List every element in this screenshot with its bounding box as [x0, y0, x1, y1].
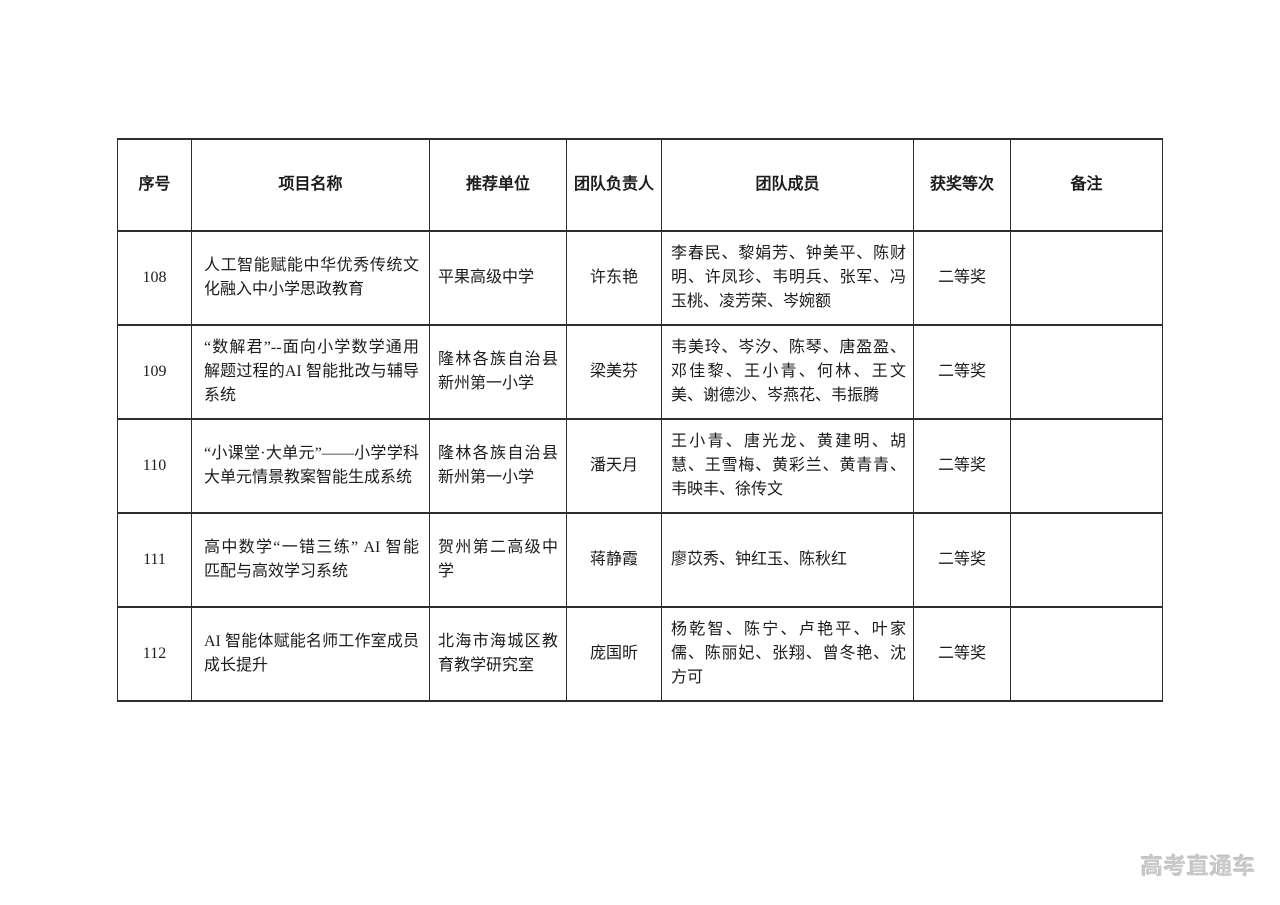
cell-remark: [1010, 418, 1163, 514]
cell-leader: 庞国昕: [566, 606, 662, 702]
cell-members: 杨乾智、陈宁、卢艳平、叶家儒、陈丽妃、张翔、曾冬艳、沈方可: [661, 606, 914, 702]
cell-index: 111: [117, 512, 192, 608]
table-header-row: 序号 项目名称 推荐单位 团队负责人 团队成员 获奖等次 备注: [117, 138, 1163, 232]
cell-remark: [1010, 512, 1163, 608]
cell-remark: [1010, 230, 1163, 326]
header-team-leader: 团队负责人: [566, 138, 662, 232]
header-award-level: 获奖等次: [913, 138, 1011, 232]
cell-index: 108: [117, 230, 192, 326]
cell-award: 二等奖: [913, 418, 1011, 514]
cell-leader: 蒋静霞: [566, 512, 662, 608]
cell-award: 二等奖: [913, 606, 1011, 702]
header-serial-number: 序号: [117, 138, 192, 232]
award-results-table: 序号 项目名称 推荐单位 团队负责人 团队成员 获奖等次 备注 108 人工智能赋…: [117, 138, 1163, 702]
cell-unit: 平果高级中学: [429, 230, 567, 326]
cell-award: 二等奖: [913, 512, 1011, 608]
header-project-name: 项目名称: [191, 138, 430, 232]
cell-index: 112: [117, 606, 192, 702]
cell-members: 王小青、唐光龙、黄建明、胡慧、王雪梅、黄彩兰、黄青青、韦映丰、徐传文: [661, 418, 914, 514]
cell-project: 高中数学“一错三练” AI 智能匹配与高效学习系统: [191, 512, 430, 608]
cell-index: 109: [117, 324, 192, 420]
table-row: 108 人工智能赋能中华优秀传统文化融入中小学思政教育 平果高级中学 许东艳 李春民、黎…: [117, 230, 1163, 326]
cell-project: AI 智能体赋能名师工作室成员成长提升: [191, 606, 430, 702]
header-team-members: 团队成员: [661, 138, 914, 232]
cell-members: 李春民、黎娟芳、钟美平、陈财明、许凤珍、韦明兵、张军、冯玉桃、凌芳荣、岑婉额: [661, 230, 914, 326]
cell-award: 二等奖: [913, 230, 1011, 326]
table-row: 112 AI 智能体赋能名师工作室成员成长提升 北海市海城区教育教学研究室 庞国昕 杨乾…: [117, 606, 1163, 702]
cell-members: 韦美玲、岑汐、陈琴、唐盈盈、邓佳黎、王小青、何林、王文美、谢德沙、岑燕花、韦振腾: [661, 324, 914, 420]
cell-leader: 许东艳: [566, 230, 662, 326]
header-remarks: 备注: [1010, 138, 1163, 232]
cell-project: “数解君”--面向小学数学通用解题过程的AI 智能批改与辅导系统: [191, 324, 430, 420]
table-row: 110 “小课堂·大单元”——小学学科大单元情景教案智能生成系统 隆林各族自治县新州…: [117, 418, 1163, 514]
cell-index: 110: [117, 418, 192, 514]
table-body: 108 人工智能赋能中华优秀传统文化融入中小学思政教育 平果高级中学 许东艳 李春民、黎…: [117, 230, 1163, 702]
cell-unit: 北海市海城区教育教学研究室: [429, 606, 567, 702]
cell-unit: 隆林各族自治县新州第一小学: [429, 324, 567, 420]
cell-unit: 隆林各族自治县新州第一小学: [429, 418, 567, 514]
cell-remark: [1010, 324, 1163, 420]
cell-award: 二等奖: [913, 324, 1011, 420]
watermark-text: 高考直通车: [1141, 854, 1257, 879]
cell-members: 廖苡秀、钟红玉、陈秋红: [661, 512, 914, 608]
cell-project: 人工智能赋能中华优秀传统文化融入中小学思政教育: [191, 230, 430, 326]
table-row: 109 “数解君”--面向小学数学通用解题过程的AI 智能批改与辅导系统 隆林各族自…: [117, 324, 1163, 420]
cell-leader: 潘天月: [566, 418, 662, 514]
cell-leader: 梁美芬: [566, 324, 662, 420]
cell-remark: [1010, 606, 1163, 702]
header-recommending-unit: 推荐单位: [429, 138, 567, 232]
cell-project: “小课堂·大单元”——小学学科大单元情景教案智能生成系统: [191, 418, 430, 514]
cell-unit: 贺州第二高级中学: [429, 512, 567, 608]
table-row: 111 高中数学“一错三练” AI 智能匹配与高效学习系统 贺州第二高级中学 蒋静霞廖…: [117, 512, 1163, 608]
